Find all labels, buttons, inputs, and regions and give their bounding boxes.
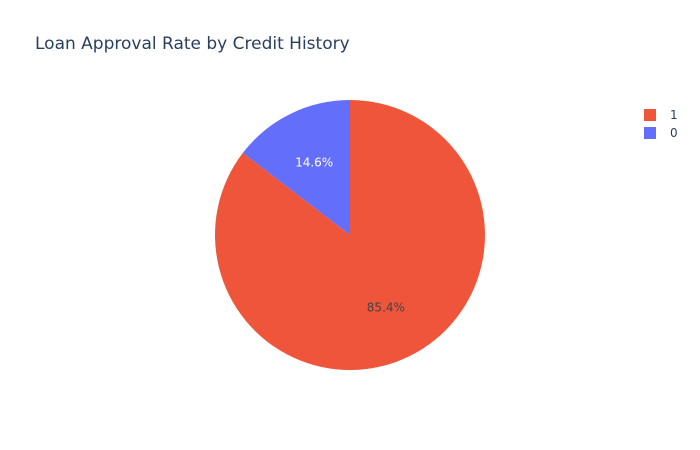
legend: 10 — [644, 108, 678, 140]
slice-label-1: 85.4% — [367, 301, 405, 315]
legend-item-0[interactable]: 0 — [644, 126, 678, 140]
legend-swatch-0 — [644, 127, 656, 139]
legend-swatch-1 — [644, 109, 656, 121]
chart-title: Loan Approval Rate by Credit History — [35, 34, 350, 54]
legend-label-1: 1 — [670, 108, 678, 122]
slice-labels-group: 85.4% 14.6% — [295, 155, 405, 314]
pie-slice-1[interactable] — [214, 100, 485, 371]
legend-label-0: 0 — [670, 126, 678, 140]
pie-slice-0[interactable] — [242, 100, 350, 235]
slices-group — [214, 100, 485, 371]
legend-item-1[interactable]: 1 — [644, 108, 678, 122]
slice-label-0: 14.6% — [295, 155, 333, 169]
